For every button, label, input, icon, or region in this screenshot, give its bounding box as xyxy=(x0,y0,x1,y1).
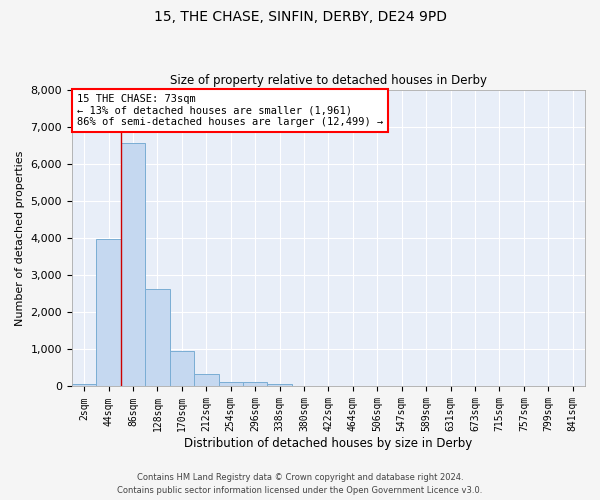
Bar xyxy=(194,374,218,386)
Bar xyxy=(268,384,292,386)
X-axis label: Distribution of detached houses by size in Derby: Distribution of detached houses by size … xyxy=(184,437,473,450)
Bar xyxy=(243,382,268,386)
Title: Size of property relative to detached houses in Derby: Size of property relative to detached ho… xyxy=(170,74,487,87)
Bar xyxy=(121,144,145,386)
Text: Contains HM Land Registry data © Crown copyright and database right 2024.
Contai: Contains HM Land Registry data © Crown c… xyxy=(118,474,482,495)
Y-axis label: Number of detached properties: Number of detached properties xyxy=(15,150,25,326)
Bar xyxy=(145,289,170,386)
Bar xyxy=(72,384,97,386)
Bar xyxy=(97,239,121,386)
Text: 15, THE CHASE, SINFIN, DERBY, DE24 9PD: 15, THE CHASE, SINFIN, DERBY, DE24 9PD xyxy=(154,10,446,24)
Bar xyxy=(170,351,194,386)
Bar xyxy=(218,382,243,386)
Text: 15 THE CHASE: 73sqm
← 13% of detached houses are smaller (1,961)
86% of semi-det: 15 THE CHASE: 73sqm ← 13% of detached ho… xyxy=(77,94,383,127)
